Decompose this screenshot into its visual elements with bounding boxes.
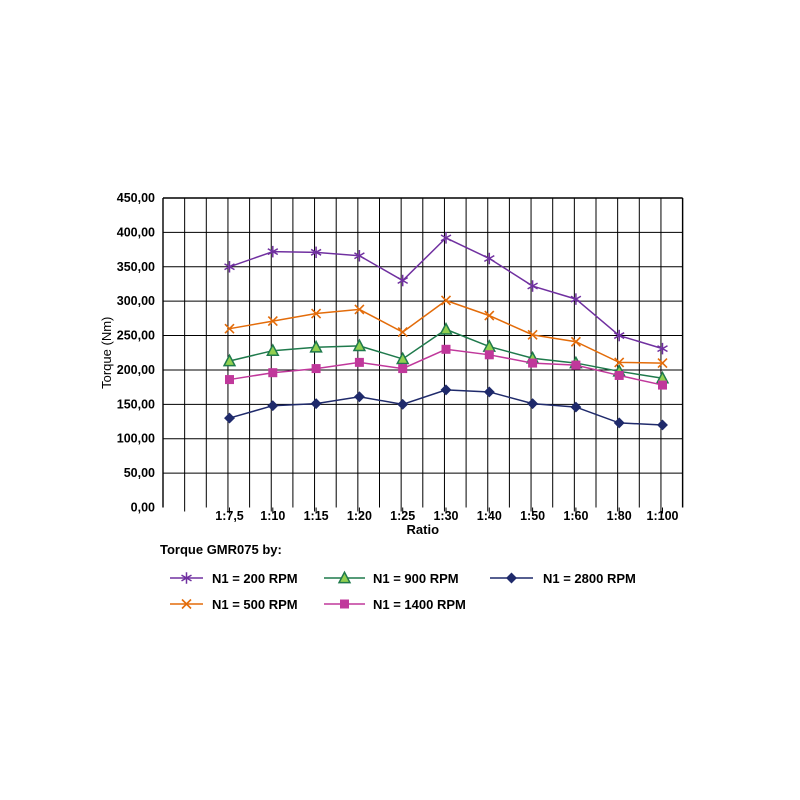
svg-text:1:60: 1:60	[563, 509, 588, 523]
svg-text:N1 = 200 RPM: N1 = 200 RPM	[212, 571, 298, 586]
svg-text:N1 = 2800 RPM: N1 = 2800 RPM	[543, 571, 636, 586]
svg-text:N1 = 900 RPM: N1 = 900 RPM	[373, 571, 459, 586]
svg-text:1:30: 1:30	[433, 509, 458, 523]
svg-text:1:80: 1:80	[607, 509, 632, 523]
svg-text:Torque GMR075 by:: Torque GMR075 by:	[160, 542, 282, 557]
svg-text:N1 = 1400 RPM: N1 = 1400 RPM	[373, 597, 466, 612]
svg-text:150,00: 150,00	[117, 397, 155, 411]
svg-text:1:7,5: 1:7,5	[215, 509, 244, 523]
svg-text:300,00: 300,00	[117, 294, 155, 308]
svg-text:250,00: 250,00	[117, 329, 155, 343]
svg-text:N1 = 500 RPM: N1 = 500 RPM	[212, 597, 298, 612]
svg-text:200,00: 200,00	[117, 363, 155, 377]
svg-text:1:15: 1:15	[304, 509, 329, 523]
svg-text:1:25: 1:25	[390, 509, 415, 523]
svg-text:1:50: 1:50	[520, 509, 545, 523]
svg-text:1:40: 1:40	[477, 509, 502, 523]
svg-text:0,00: 0,00	[131, 501, 155, 515]
svg-text:Torque (Nm): Torque (Nm)	[99, 317, 114, 389]
svg-text:50,00: 50,00	[124, 466, 155, 480]
svg-text:1:20: 1:20	[347, 509, 372, 523]
svg-text:400,00: 400,00	[117, 225, 155, 239]
svg-text:350,00: 350,00	[117, 260, 155, 274]
svg-text:Ratio: Ratio	[407, 522, 440, 537]
svg-text:100,00: 100,00	[117, 432, 155, 446]
svg-text:1:100: 1:100	[647, 509, 679, 523]
svg-text:450,00: 450,00	[117, 191, 155, 205]
svg-text:1:10: 1:10	[260, 509, 285, 523]
